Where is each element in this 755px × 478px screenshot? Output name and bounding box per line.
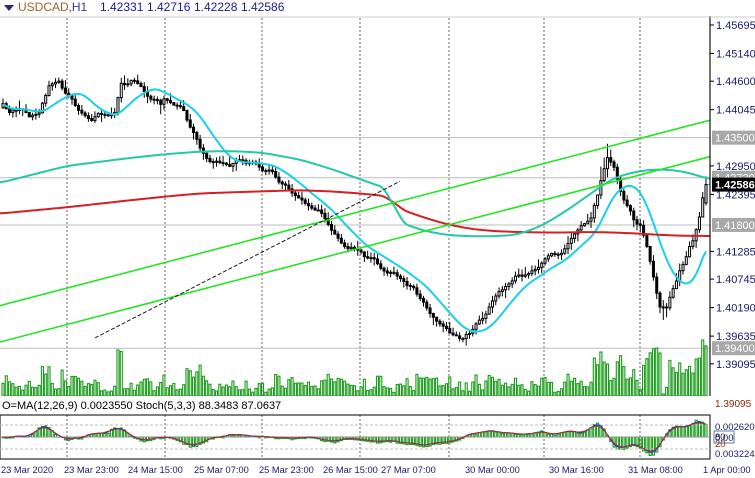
svg-text:25 Mar 23:00: 25 Mar 23:00	[259, 465, 314, 475]
svg-text:1.39095: 1.39095	[716, 359, 755, 371]
svg-text:1.42228: 1.42228	[194, 0, 238, 14]
svg-text:USDCAD: USDCAD	[18, 0, 69, 14]
svg-text:1.40190: 1.40190	[716, 303, 755, 315]
svg-text:1.43500: 1.43500	[715, 133, 755, 145]
svg-text:1.40745: 1.40745	[716, 274, 755, 286]
svg-text:27 Mar 07:00: 27 Mar 07:00	[381, 465, 436, 475]
svg-text:1.41800: 1.41800	[715, 220, 755, 232]
svg-text:1.42331: 1.42331	[100, 0, 144, 14]
svg-text:O=MA(12,26,9) 0.0023550 Stoch: O=MA(12,26,9) 0.0023550 Stoch(5,3,3) 88.…	[2, 400, 281, 412]
svg-text:1.42586: 1.42586	[241, 0, 285, 14]
svg-text:31 Mar 08:00: 31 Mar 08:00	[628, 465, 683, 475]
svg-text:23 Mar 23:00: 23 Mar 23:00	[64, 465, 119, 475]
svg-text:1 Apr 00:00: 1 Apr 00:00	[703, 465, 751, 475]
svg-text:1.41285: 1.41285	[716, 246, 755, 258]
svg-text:30 Mar 00:00: 30 Mar 00:00	[465, 465, 520, 475]
svg-text:1.44045: 1.44045	[716, 105, 755, 117]
svg-text:26 Mar 15:00: 26 Mar 15:00	[323, 465, 378, 475]
svg-text:24 Mar 15:00: 24 Mar 15:00	[128, 465, 183, 475]
svg-text:1.42395: 1.42395	[716, 189, 755, 201]
svg-text:1.45140: 1.45140	[716, 48, 755, 60]
svg-text:,H1: ,H1	[69, 0, 88, 14]
svg-text:1.42716: 1.42716	[147, 0, 191, 14]
svg-text:1.39095: 1.39095	[715, 399, 752, 410]
svg-text:30 Mar 16:00: 30 Mar 16:00	[549, 465, 604, 475]
svg-text:1.39400: 1.39400	[715, 343, 755, 355]
svg-text:0.003224: 0.003224	[715, 449, 755, 460]
svg-text:1.44600: 1.44600	[716, 76, 755, 88]
svg-text:25 Mar 07:00: 25 Mar 07:00	[194, 465, 249, 475]
svg-text:1.45695: 1.45695	[716, 20, 755, 32]
svg-text:23 Mar 2020: 23 Mar 2020	[1, 465, 53, 475]
